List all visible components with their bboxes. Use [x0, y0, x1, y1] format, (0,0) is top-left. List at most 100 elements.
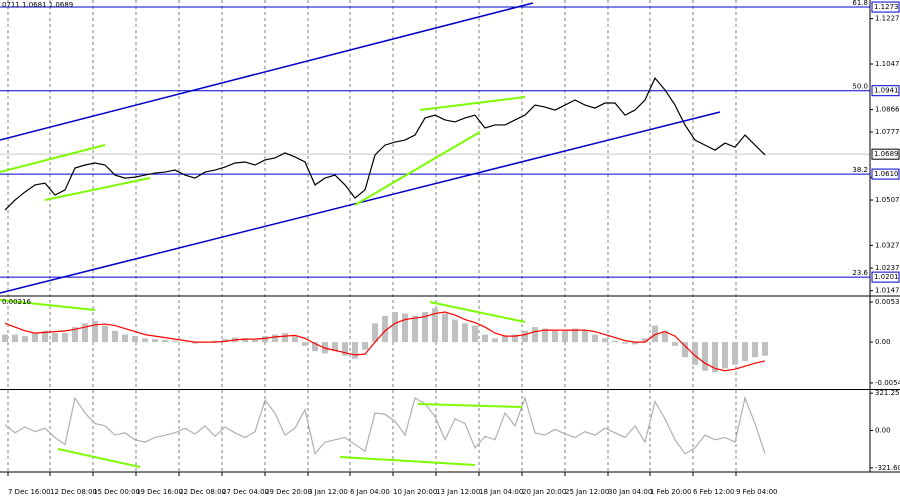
histogram-bar [312, 342, 318, 352]
histogram-bar [382, 315, 388, 343]
histogram-bar [422, 312, 428, 343]
x-tick-label: 6 Feb 12:00 [693, 488, 734, 496]
histogram-bar [122, 334, 128, 343]
x-tick-label: 19 Dec 16:00 [136, 488, 183, 496]
price-box [871, 148, 900, 160]
histogram-bar [42, 330, 48, 343]
price-box-label: 1.1273 [874, 3, 899, 11]
histogram-bar [762, 342, 768, 356]
histogram-bar [472, 325, 478, 343]
histogram-bar [502, 336, 508, 343]
current-price-label: 1.0689 [874, 150, 899, 158]
histogram-bar [112, 330, 118, 343]
price-box-label: 1.0610 [874, 170, 899, 178]
histogram-bar [242, 338, 248, 343]
trend-annotation [417, 403, 523, 408]
histogram-bar [392, 312, 398, 343]
histogram-bar [632, 342, 638, 345]
histogram-bar [482, 334, 488, 343]
fib-level-name: 50.0 [852, 83, 868, 91]
histogram-bar [572, 328, 578, 343]
histogram-bar [562, 330, 568, 343]
x-tick-label: 9 Feb 04:00 [736, 488, 777, 496]
histogram-bar [662, 330, 668, 343]
fib-level-name: 61.8 [852, 0, 868, 7]
price-box-label: 1.0201 [874, 273, 899, 281]
y-tick-label: 1.0147 [875, 287, 900, 295]
y-tick-label: 1.0327 [875, 241, 900, 249]
histogram-bar [132, 336, 138, 343]
y-tick-label: 1.1227 [875, 15, 900, 23]
y-tick-label: 321.2557 [875, 389, 900, 397]
histogram-bar [262, 336, 268, 343]
x-tick-label: 25 Jan 12:00 [565, 488, 609, 496]
trend-annotation [44, 177, 151, 201]
histogram-bar [2, 334, 8, 343]
price-box [871, 168, 900, 180]
y-tick-label: 0.00 [875, 427, 891, 435]
histogram-bar [522, 330, 528, 343]
histogram-bar [622, 342, 628, 344]
histogram-bar [722, 342, 728, 369]
histogram-bar [302, 342, 308, 346]
price-box [871, 85, 900, 97]
histogram-bar [152, 339, 158, 343]
price-box [871, 1, 900, 13]
price-box-label: 1.0941 [874, 87, 899, 95]
histogram-bar [442, 313, 448, 343]
histogram-bar [542, 328, 548, 343]
histogram-bar [682, 342, 688, 358]
histogram-bar [172, 340, 178, 343]
channel-upper [0, 2, 534, 141]
drawings [0, 2, 721, 468]
histogram-bar [412, 315, 418, 343]
histogram-bar [82, 323, 88, 343]
y-tick-label: 1.0237 [875, 264, 900, 272]
histogram-bar [732, 342, 738, 365]
histogram-bar [692, 342, 698, 365]
trend-annotation [429, 301, 526, 323]
histogram-bar [342, 342, 348, 356]
histogram-bar [352, 342, 358, 359]
y-tick-label: 1.1047 [875, 60, 900, 68]
x-tick-label: 27 Dec 04:00 [222, 488, 269, 496]
y-tick-label: 1.0866 [875, 106, 900, 114]
histogram-bar [462, 323, 468, 343]
series-line [4, 311, 766, 372]
price-box [871, 271, 900, 283]
histogram-bar [32, 333, 38, 343]
x-tick-label: 13 Jan 12:00 [436, 488, 480, 496]
price-header: 0711 1.0681 1.0689 [2, 1, 73, 9]
histogram-bar [62, 333, 68, 343]
histogram-bar [402, 313, 408, 343]
fib-level-name: 38.2 [852, 166, 868, 174]
histogram-bar [492, 338, 498, 343]
x-tick-label: 29 Dec 20:00 [265, 488, 312, 496]
x-tick-label: 3 Jan 12:00 [308, 488, 348, 496]
y-tick-label: -321.6035 [875, 464, 900, 472]
histogram-bar [292, 336, 298, 343]
macd-header: 0.00216 [2, 298, 31, 306]
trend-annotation [339, 456, 476, 466]
histogram-bar [702, 342, 708, 371]
y-tick-label: 0.00533 [875, 298, 900, 306]
histogram-bar [162, 339, 168, 343]
x-tick-label: 1 Feb 20:00 [650, 488, 691, 496]
histogram-bar [72, 327, 78, 343]
histogram-bar [652, 325, 658, 343]
histogram-bar [582, 330, 588, 343]
histogram-bar [512, 334, 518, 343]
histogram-bar [332, 342, 338, 352]
histogram-bar [742, 342, 748, 361]
x-tick-label: 15 Dec 00:00 [93, 488, 140, 496]
series-line [4, 395, 766, 456]
x-tick-label: 20 Jan 20:00 [522, 488, 566, 496]
x-tick-label: 12 Dec 08:00 [50, 488, 97, 496]
histogram-bar [282, 333, 288, 343]
histogram-bar [102, 325, 108, 343]
x-tick-label: 10 Jan 20:00 [393, 488, 437, 496]
histogram-bar [12, 334, 18, 343]
y-tick-label: 1.0777 [875, 128, 900, 136]
